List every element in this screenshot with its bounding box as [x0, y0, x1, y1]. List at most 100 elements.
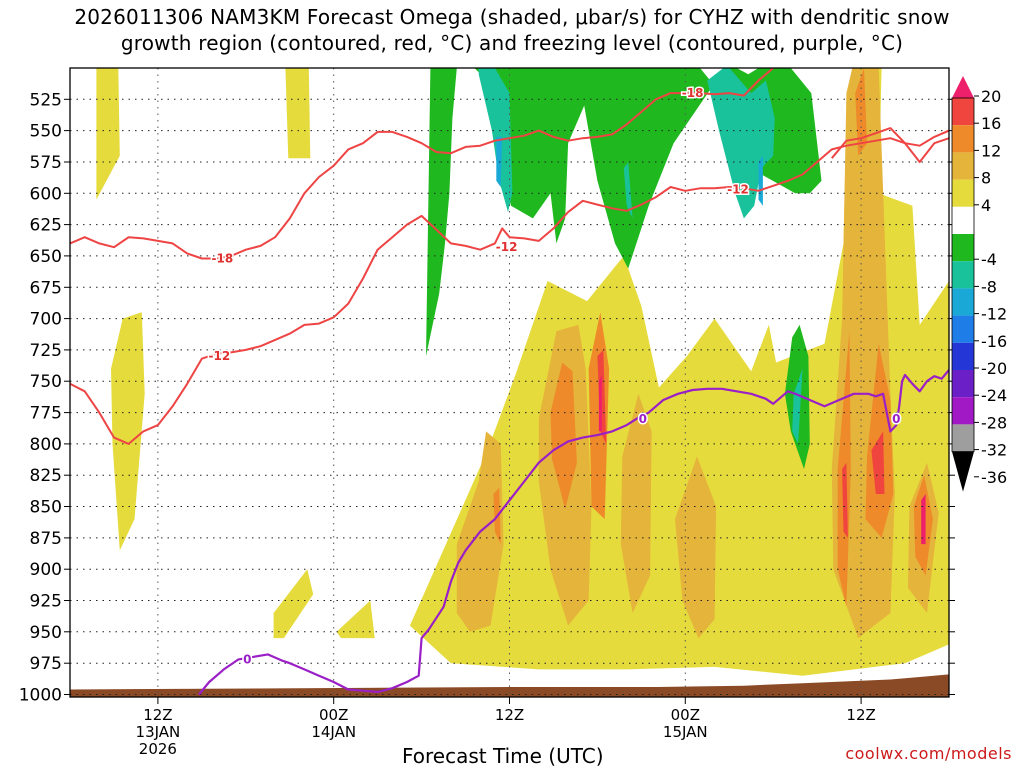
- colorbar-swatch-12: [952, 397, 974, 425]
- dgz-minus12-contour: [70, 129, 949, 445]
- chart-title-line-2: growth region (contoured, red, °C) and f…: [120, 31, 904, 55]
- colorbar-label-4: 4: [981, 196, 991, 215]
- y-tick-label-650: 650: [30, 247, 62, 267]
- y-tick-label-625: 625: [30, 216, 62, 236]
- grid-lines: [70, 68, 949, 697]
- chart-title: 2026011306 NAM3KM Forecast Omega (shaded…: [0, 4, 1024, 56]
- colorbar-label-13: -36: [981, 468, 1007, 487]
- omega-region-12-12: [550, 362, 577, 510]
- omega-region--8-27: [707, 68, 775, 219]
- omega-region--8-29: [623, 162, 633, 219]
- y-tick-label-675: 675: [30, 278, 62, 298]
- x-tick-label-6-2: 2026: [139, 740, 177, 758]
- colorbar-frame: [951, 97, 975, 453]
- colorbar-swatch-6: [952, 234, 974, 262]
- x-tick-label-18-0: 00Z: [319, 706, 348, 724]
- freezing-level-label-1: 0: [639, 412, 647, 426]
- colorbar-swatch-2: [952, 125, 974, 153]
- terrain-layer: [70, 674, 949, 697]
- colorbar-label-10: -24: [981, 386, 1007, 405]
- contour-layer: [70, 68, 949, 696]
- colorbar-swatch-3: [952, 152, 974, 180]
- y-tick-label-825: 825: [30, 466, 62, 486]
- omega-region-16-20: [842, 462, 848, 538]
- x-tick-label-42-1: 15JAN: [663, 723, 708, 741]
- omega-region-12-14: [588, 312, 610, 520]
- colorbar-swatch-1: [952, 98, 974, 126]
- y-tick-label-900: 900: [30, 560, 62, 580]
- y-tick-label-725: 725: [30, 341, 62, 361]
- colorbar-label-8: -16: [981, 332, 1007, 351]
- colorbar-swatch-13: [952, 424, 974, 452]
- dgz-minus18-label-1: -18: [682, 86, 704, 100]
- colorbar-label-6: -8: [981, 277, 997, 296]
- contour-label-layer: -12 -12 -12 -18 -18 0 0 0: [207, 85, 902, 668]
- omega-region-16-19: [871, 431, 885, 494]
- omega-shading-layer: [96, 68, 949, 676]
- x-axis-label: Forecast Time (UTC): [402, 744, 604, 768]
- x-tick-label-30-0: 12Z: [495, 706, 524, 724]
- y-tick-label-950: 950: [30, 623, 62, 643]
- credit-text: coolwx.com/models: [845, 744, 1012, 763]
- colorbar-label-2: 12: [981, 141, 1001, 160]
- dgz-minus18-contour: [70, 68, 776, 260]
- omega-region-4-3: [273, 569, 314, 639]
- dgz-minus12-label-0: -12: [209, 349, 231, 363]
- x-tick-label-6-1: 13JAN: [136, 723, 181, 741]
- colorbar-bottom-arrow: [952, 451, 974, 492]
- chart-title-line-1: 2026011306 NAM3KM Forecast Omega (shaded…: [74, 5, 950, 29]
- x-tick-label-42-0: 00Z: [671, 706, 700, 724]
- colorbar-label-3: 8: [981, 169, 991, 188]
- y-tick-label-575: 575: [30, 153, 62, 173]
- colorbar-label-0: 20: [981, 87, 1001, 106]
- colorbar-swatch-10: [952, 342, 974, 370]
- y-tick-label-925: 925: [30, 592, 62, 612]
- colorbar-label-7: -12: [981, 305, 1007, 324]
- colorbar-swatch-11: [952, 370, 974, 398]
- x-tick-label-54-0: 12Z: [846, 706, 875, 724]
- y-tick-label-975: 975: [30, 654, 62, 674]
- freezing-level-label-0: 0: [243, 652, 251, 666]
- colorbar-top-arrow: [952, 76, 974, 98]
- y-tick-label-850: 850: [30, 498, 62, 518]
- y-axis: 525 550 575 600 625 650 675 700 725 750 775 800 825 8…: [19, 90, 955, 706]
- y-tick-label-700: 700: [30, 310, 62, 330]
- dgz-minus18-label-0: -18: [212, 252, 234, 266]
- colorbar: 20 16 12 8 4 -4 -8 -12 -16 -20 -24 -28 -32 -36: [951, 76, 1007, 492]
- y-tick-label-525: 525: [30, 90, 62, 110]
- dgz-minus18-right-contour: [831, 127, 949, 163]
- omega-region--8-28: [792, 368, 803, 444]
- colorbar-label-9: -20: [981, 359, 1007, 378]
- colorbar-label-11: -28: [981, 413, 1007, 432]
- colorbar-swatch-5: [952, 206, 974, 234]
- omega-region-8-9: [675, 456, 717, 639]
- freezing-level-contour: [198, 369, 949, 696]
- y-tick-label-775: 775: [30, 404, 62, 424]
- x-tick-label-18-1: 14JAN: [311, 723, 356, 741]
- colorbar-label-5: -4: [981, 250, 997, 269]
- y-tick-label-1000: 1000: [19, 686, 62, 706]
- omega-region-8-8: [620, 393, 652, 613]
- dgz-minus12-label-2: -12: [727, 183, 749, 197]
- omega-region-20-23: [921, 494, 926, 545]
- omega-region-16-21: [597, 349, 607, 444]
- omega-region-4-4: [336, 600, 375, 639]
- terrain-fill: [70, 674, 949, 697]
- y-tick-label-750: 750: [30, 372, 62, 392]
- y-tick-label-550: 550: [30, 122, 62, 142]
- y-tick-label-875: 875: [30, 529, 62, 549]
- colorbar-swatch-7: [952, 261, 974, 289]
- omega-region-4-0: [96, 68, 120, 200]
- omega-region-20-22: [598, 375, 602, 432]
- colorbar-label-12: -32: [981, 441, 1007, 460]
- colorbar-label-1: 16: [981, 114, 1001, 133]
- colorbar-swatch-8: [952, 288, 974, 316]
- colorbar-swatch-9: [952, 315, 974, 343]
- omega-region--12-31: [758, 155, 763, 206]
- freezing-level-label-2: 0: [892, 412, 900, 426]
- dgz-minus12-label-1: -12: [496, 240, 518, 254]
- y-tick-label-800: 800: [30, 435, 62, 455]
- y-tick-label-600: 600: [30, 184, 62, 204]
